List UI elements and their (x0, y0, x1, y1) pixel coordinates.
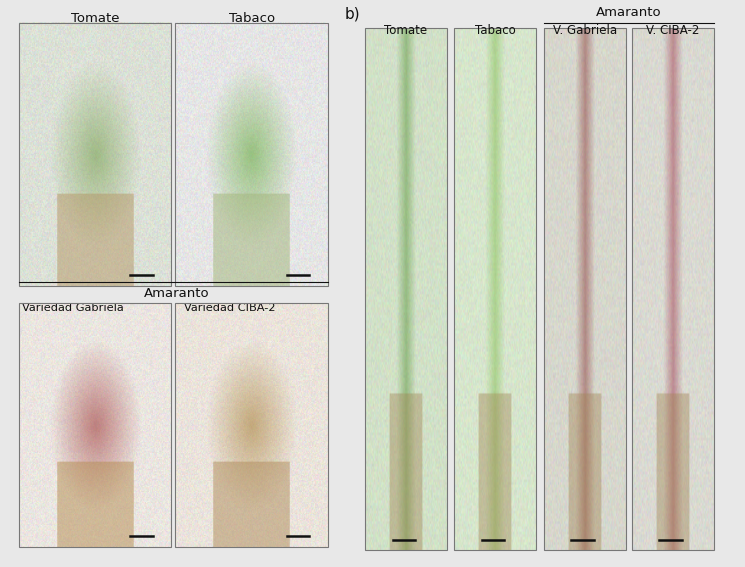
Text: V. Gabriela: V. Gabriela (553, 24, 617, 37)
Text: Tomate: Tomate (71, 12, 120, 26)
Text: Variedad CIBA-2: Variedad CIBA-2 (184, 303, 275, 314)
Text: Variedad Gabriela: Variedad Gabriela (22, 303, 124, 314)
Text: Tabaco: Tabaco (229, 12, 275, 26)
Text: b): b) (344, 7, 360, 22)
Text: Tabaco: Tabaco (475, 24, 516, 37)
Text: V. CIBA-2: V. CIBA-2 (646, 24, 700, 37)
Text: Amaranto: Amaranto (144, 287, 209, 300)
Text: Amaranto: Amaranto (596, 6, 662, 19)
Text: Tomate: Tomate (384, 24, 428, 37)
